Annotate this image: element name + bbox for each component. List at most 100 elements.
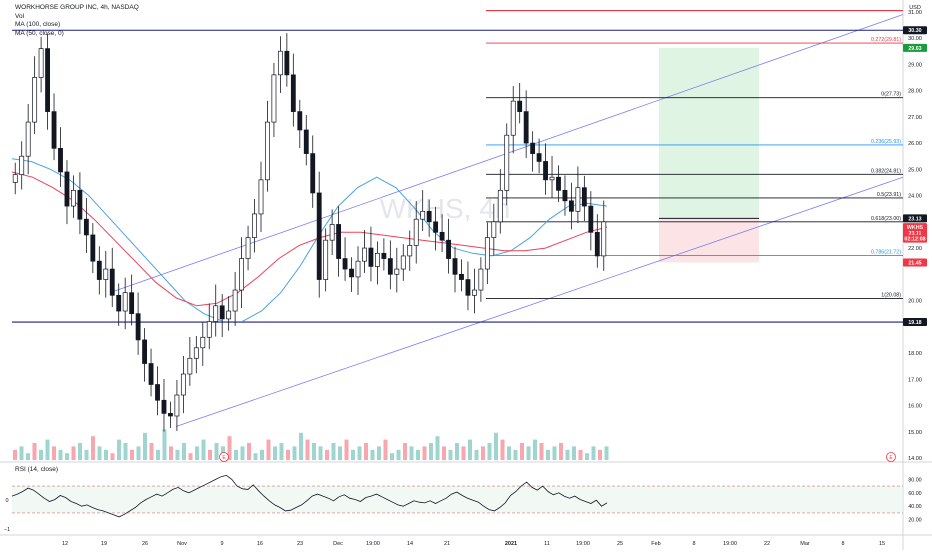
volume-bar xyxy=(598,449,602,460)
fib-level-label: 0.236(25.93) xyxy=(871,139,901,145)
time-tick-label: 2021 xyxy=(505,541,517,547)
price-badge-label: 30.30 xyxy=(908,28,921,34)
volume-bar xyxy=(104,449,108,460)
volume-bar xyxy=(58,449,63,460)
time-tick-label: Feb xyxy=(651,541,660,547)
time-tick-label: 8 xyxy=(841,541,844,547)
price-tick-label: 30.00 xyxy=(908,36,922,42)
price-badge-label: WKHS xyxy=(907,225,924,231)
candle-body xyxy=(478,268,484,291)
candle-body xyxy=(484,237,490,270)
time-tick-label: 8 xyxy=(692,541,695,547)
rsi-indicator-label[interactable]: RSI (14, close) xyxy=(15,466,58,473)
candle-body xyxy=(581,187,587,207)
volume-bar xyxy=(481,446,485,460)
time-tick-label: 25 xyxy=(617,541,623,547)
candle-body xyxy=(142,339,148,364)
price-badge xyxy=(903,318,927,327)
fib-level-label: 1(20.08) xyxy=(881,292,901,298)
candle-body xyxy=(394,268,400,275)
candle-body xyxy=(374,252,380,267)
candle-body xyxy=(148,363,154,385)
fib-level-label: 0.5(23.91) xyxy=(877,192,901,198)
candle-body xyxy=(439,231,445,241)
volume-bar xyxy=(214,443,219,460)
candle-body xyxy=(25,121,31,157)
candle-body xyxy=(575,187,581,212)
volume-bar xyxy=(429,443,433,460)
candle-body xyxy=(387,258,393,275)
volume-bar xyxy=(169,446,173,460)
candle-body xyxy=(161,399,167,414)
candle-body xyxy=(135,313,141,341)
volume-bar xyxy=(71,446,76,460)
candle-body xyxy=(206,321,212,338)
candle-body xyxy=(517,100,523,112)
volume-bar xyxy=(299,432,303,460)
volume-indicator-label[interactable]: Vol xyxy=(15,12,25,20)
currency-label: USD xyxy=(909,5,921,11)
candle-body xyxy=(355,260,361,278)
volume-bar xyxy=(448,449,453,460)
candle-body xyxy=(129,292,135,315)
candle-body xyxy=(51,111,57,149)
candle-body xyxy=(433,221,439,233)
volume-bar xyxy=(39,449,43,460)
candle-body xyxy=(491,221,497,238)
candle-body xyxy=(213,305,219,322)
price-tick-label: 18.00 xyxy=(908,351,922,357)
candle-body xyxy=(536,153,542,162)
candle-body xyxy=(368,247,374,267)
candle-body xyxy=(543,161,548,181)
volume-bar xyxy=(149,443,154,460)
volume-bar xyxy=(513,449,518,460)
time-tick-label: 9 xyxy=(220,541,223,547)
price-tick-label: 27.00 xyxy=(908,115,922,121)
volume-bar xyxy=(195,446,199,460)
earnings-marker-icon xyxy=(886,452,896,462)
rsi-band xyxy=(12,486,903,513)
candle-body xyxy=(180,373,186,396)
candle-body xyxy=(601,221,607,257)
volume-bar xyxy=(318,446,323,460)
price-badge xyxy=(903,234,927,243)
volume-bar xyxy=(45,439,50,460)
volume-bar xyxy=(65,453,69,460)
time-tick-label: 19 xyxy=(101,541,107,547)
candle-body xyxy=(103,268,109,280)
price-badge-label: 19.18 xyxy=(908,320,921,326)
candle-body xyxy=(12,174,18,183)
time-tick-label: 26 xyxy=(142,541,148,547)
ma50-indicator-label[interactable]: MA (50, close, 0) xyxy=(15,29,64,37)
time-tick-label: 22 xyxy=(764,541,770,547)
time-tick-label: 16 xyxy=(257,541,263,547)
ma100-indicator-label[interactable]: MA (100, close) xyxy=(15,21,61,28)
volume-bar xyxy=(455,443,459,460)
rsi-tick-label: 40.00 xyxy=(908,504,921,510)
price-tick-label: 16.00 xyxy=(908,404,922,410)
volume-bar xyxy=(442,446,446,460)
fib-level-label: 0.382(24.81) xyxy=(871,168,901,174)
price-tick-label: 15.00 xyxy=(908,430,922,436)
candle-body xyxy=(116,294,122,312)
candle-body xyxy=(459,273,464,280)
symbol-title: WORKHORSE GROUP INC, 4h, NASDAQ xyxy=(15,4,139,11)
candle-body xyxy=(297,111,303,131)
volume-bar xyxy=(500,439,505,460)
volume-bar xyxy=(572,446,576,460)
candle-body xyxy=(19,155,25,175)
volume-bar xyxy=(461,446,466,460)
time-tick-label: 19:00 xyxy=(366,541,380,547)
volume-bar xyxy=(19,446,24,460)
volume-bar xyxy=(312,443,316,460)
volume-bar xyxy=(364,443,368,460)
volume-bar xyxy=(565,449,570,460)
price-badge-label: 02:12:08 xyxy=(904,237,925,243)
candle-body xyxy=(303,129,309,154)
candle-body xyxy=(594,231,600,257)
candle-body xyxy=(77,189,83,220)
volume-bar xyxy=(403,443,407,460)
volume-bar xyxy=(234,449,238,460)
price-badge xyxy=(903,214,927,223)
